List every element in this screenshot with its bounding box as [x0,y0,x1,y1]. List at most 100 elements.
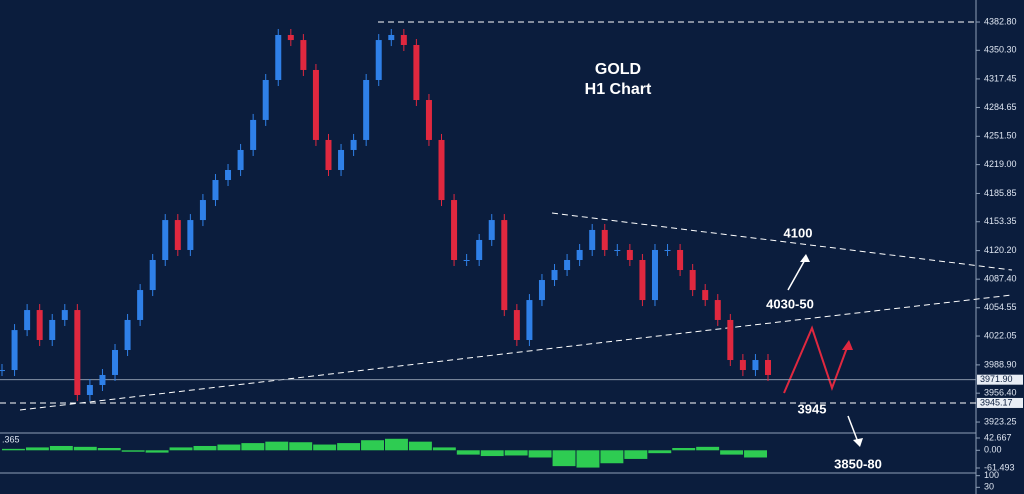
y-tick-label: 3923.25 [984,416,1017,426]
arrowhead [853,438,863,447]
candle [162,220,169,261]
histogram-bar [289,442,313,451]
histogram-bar [696,446,720,451]
candle [677,249,684,271]
candle [400,34,407,46]
annotation: 3850-80 [834,456,882,471]
histogram-bar [193,445,217,451]
price-tag [977,374,1023,385]
arrow [847,415,859,443]
histogram-bar [2,448,25,451]
annotation: 4030-50 [766,296,814,311]
histogram-bar [744,450,767,458]
candle [589,229,596,250]
histogram-bar [528,450,552,458]
candle [488,220,495,240]
indicator-label: .365 [2,434,20,444]
histogram-bar [145,450,169,453]
y-tick-label: 4153.35 [984,216,1017,226]
candle [689,270,696,291]
candle [325,139,332,170]
candle [275,34,282,80]
histogram-bar [408,441,432,451]
price-tag [977,397,1023,408]
y-tick-label: 4284.65 [984,102,1017,112]
histogram-bar [73,446,97,451]
chart-title: GOLD [595,61,641,78]
candle [576,249,583,261]
price-tag-label: 3945.17 [980,397,1013,407]
histogram-bar [576,450,600,468]
candle [300,40,307,70]
histogram-bar [217,444,241,451]
candle [438,139,445,201]
histogram-bar [241,443,265,451]
candle [74,310,81,396]
candle [463,260,470,262]
histogram-bar [385,438,408,451]
y-tick-label: 4185.85 [984,188,1017,198]
candle [727,319,734,361]
candle [149,260,156,291]
histogram-bar [313,444,337,451]
histogram-bar [265,441,289,451]
annotation: 3945 [798,401,827,416]
candle [86,384,93,396]
candle [425,100,432,140]
candle [99,374,106,385]
y-tick-label: 100 [984,470,999,480]
candle [714,300,721,320]
y-tick-label: 4251.50 [984,131,1017,141]
histogram-bar [169,447,193,451]
y-tick-label: 4317.45 [984,73,1017,83]
candle [739,360,746,371]
histogram-bar [456,450,480,455]
trend-line [551,212,1013,271]
y-tick-label: 4087.40 [984,274,1017,284]
candle [199,200,206,221]
candle [36,310,43,340]
candle [250,119,257,150]
y-tick-label: 4054.55 [984,302,1017,312]
candle [526,300,533,340]
candle [312,69,319,140]
y-tick-label: 4219.00 [984,159,1017,169]
histogram-bar [25,447,49,451]
candle [765,360,771,375]
candle [187,220,194,250]
candle [237,149,244,170]
candle [375,40,382,80]
price-tag-label: 3971.90 [980,374,1013,384]
candle [651,249,658,301]
y-tick-label: 30 [984,482,994,492]
candle [363,79,370,140]
candle [338,149,345,170]
y-tick-label: 4022.05 [984,330,1017,340]
candle [551,270,558,281]
histogram-bar [600,450,624,464]
chart-subtitle: H1 Chart [585,81,652,98]
candle [501,220,508,311]
arrowhead [842,340,853,350]
candle [388,34,395,41]
trend-line [19,294,1013,411]
histogram-bar [337,443,361,451]
histogram-bar [97,447,121,451]
candle [49,319,56,340]
candle [61,310,68,320]
candle [626,249,633,261]
histogram-bar [361,440,384,451]
candle [513,310,520,340]
annotation: 4100 [784,225,813,240]
candle [538,280,545,301]
y-tick-label: 0.00 [984,445,1002,455]
y-tick-label: -61.493 [984,462,1015,472]
y-tick-label: 42.667 [984,432,1012,442]
y-tick-label: 4350.30 [984,45,1017,55]
candle [639,260,646,301]
y-tick-label: 4382.80 [984,16,1017,26]
candle [0,370,5,372]
histogram-bar [504,450,528,456]
candle [702,290,709,301]
